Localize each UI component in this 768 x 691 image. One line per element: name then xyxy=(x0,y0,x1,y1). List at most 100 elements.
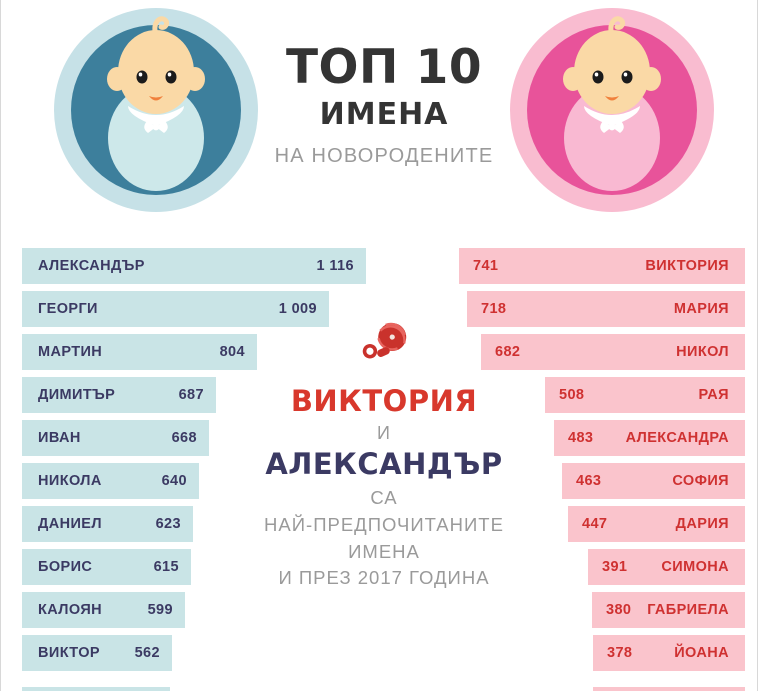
girl-name-value-7: 447 xyxy=(582,516,608,532)
baby-rattle-icon xyxy=(362,322,407,359)
girls-bar-cutoff xyxy=(593,687,745,691)
table-row: СИМОНА 391 xyxy=(440,549,768,585)
girl-name-value-6: 463 xyxy=(576,473,602,489)
girl-name-bar-2: МАРИЯ 718 xyxy=(467,291,745,327)
table-row: ВИКТОР 562 xyxy=(0,635,400,671)
title-subtitle: НА НОВОРОДЕНИТЕ xyxy=(274,144,494,167)
table-row: ЙОАНА 378 xyxy=(440,635,768,671)
girl-name-value-5: 483 xyxy=(568,430,594,446)
center-line-4: И ПРЕЗ 2017 ГОДИНА xyxy=(278,567,490,589)
boy-name-name-1: АЛЕКСАНДЪР xyxy=(38,258,145,274)
table-row: МАРИЯ 718 xyxy=(440,291,768,327)
boy-name-bar-5: ИВАН 668 xyxy=(22,420,209,456)
boy-name-value-1: 1 116 xyxy=(316,258,354,274)
table-row: АЛЕКСАНДРА 483 xyxy=(440,420,768,456)
title-mid: ИМЕНА xyxy=(319,97,449,132)
center-boy-name: АЛЕКСАНДЪР xyxy=(265,447,503,482)
center-conjunction: И xyxy=(377,423,391,444)
table-row: НИКОЛ 682 xyxy=(440,334,768,370)
table-row: ИВАН 668 xyxy=(0,420,400,456)
girl-name-value-10: 378 xyxy=(607,645,633,661)
boy-name-bar-4: ДИМИТЪР 687 xyxy=(22,377,216,413)
center-message: ВИКТОРИЯ И АЛЕКСАНДЪР СА НАЙ-ПРЕДПОЧИТАН… xyxy=(234,316,534,592)
boy-name-name-3: МАРТИН xyxy=(38,344,103,360)
boy-name-name-7: ДАНИЕЛ xyxy=(38,516,102,532)
girl-name-name-2: МАРИЯ xyxy=(673,301,729,317)
girl-name-bar-8: СИМОНА 391 xyxy=(588,549,745,585)
girl-name-name-9: ГАБРИЕЛА xyxy=(647,602,729,618)
table-row: ДИМИТЪР 687 xyxy=(0,377,400,413)
page-border-right xyxy=(757,0,758,691)
table-row: ВИКТОРИЯ 741 xyxy=(440,248,768,284)
girl-name-bar-9: ГАБРИЕЛА 380 xyxy=(592,592,745,628)
boy-name-name-4: ДИМИТЪР xyxy=(38,387,116,403)
boy-name-name-2: ГЕОРГИ xyxy=(38,301,98,317)
boys-bar-cutoff xyxy=(22,687,170,691)
boy-name-bar-9: КАЛОЯН 599 xyxy=(22,592,185,628)
table-row: БОРИС 615 xyxy=(0,549,400,585)
boy-name-bar-7: ДАНИЕЛ 623 xyxy=(22,506,193,542)
girl-name-value-1: 741 xyxy=(473,258,499,274)
girl-name-name-6: СОФИЯ xyxy=(672,473,729,489)
girl-name-bar-4: РАЯ 508 xyxy=(545,377,745,413)
girl-name-name-10: ЙОАНА xyxy=(674,645,729,661)
girl-name-bar-7: ДАРИЯ 447 xyxy=(568,506,745,542)
girl-name-name-5: АЛЕКСАНДРА xyxy=(625,430,729,446)
page-title: ТОП 10 ИМЕНА НА НОВОРОДЕНИТЕ xyxy=(250,44,518,169)
table-row: ДАРИЯ 447 xyxy=(440,506,768,542)
boy-name-value-3: 804 xyxy=(219,344,245,360)
center-line-1: СА xyxy=(370,486,398,508)
boy-name-name-6: НИКОЛА xyxy=(38,473,102,489)
girl-name-value-4: 508 xyxy=(559,387,585,403)
girl-name-bar-1: ВИКТОРИЯ 741 xyxy=(459,248,745,284)
girl-name-name-1: ВИКТОРИЯ xyxy=(645,258,729,274)
names-chart: АЛЕКСАНДЪР 1 116 ГЕОРГИ 1 009 МАРТИН 804 ДИМИТ… xyxy=(0,240,768,691)
girl-name-value-3: 682 xyxy=(495,344,521,360)
table-row: КАЛОЯН 599 xyxy=(0,592,400,628)
baby-boy-icon xyxy=(52,6,260,214)
table-row: МАРТИН 804 xyxy=(0,334,400,370)
table-row: НИКОЛА 640 xyxy=(0,463,400,499)
boy-name-value-7: 623 xyxy=(155,516,181,532)
boy-name-bar-2: ГЕОРГИ 1 009 xyxy=(22,291,329,327)
table-row: ГАБРИЕЛА 380 xyxy=(440,592,768,628)
header: ТОП 10 ИМЕНА НА НОВОРОДЕНИТЕ xyxy=(0,0,768,222)
table-row: ГЕОРГИ 1 009 xyxy=(0,291,400,327)
girl-name-value-2: 718 xyxy=(481,301,507,317)
title-top: ТОП 10 xyxy=(285,40,483,95)
boy-name-value-10: 562 xyxy=(134,645,160,661)
boy-name-name-5: ИВАН xyxy=(38,430,81,446)
girl-name-name-8: СИМОНА xyxy=(661,559,729,575)
center-girl-name: ВИКТОРИЯ xyxy=(290,384,478,418)
girl-name-name-4: РАЯ xyxy=(698,387,729,403)
page-border-left xyxy=(0,0,1,691)
boy-name-name-9: КАЛОЯН xyxy=(38,602,103,618)
boy-name-bar-3: МАРТИН 804 xyxy=(22,334,257,370)
boy-name-value-8: 615 xyxy=(153,559,179,575)
table-row: СОФИЯ 463 xyxy=(440,463,768,499)
table-row: РАЯ 508 xyxy=(440,377,768,413)
girl-name-bar-3: НИКОЛ 682 xyxy=(481,334,745,370)
girl-name-value-9: 380 xyxy=(606,602,632,618)
girl-name-bar-6: СОФИЯ 463 xyxy=(562,463,745,499)
boy-name-value-2: 1 009 xyxy=(278,301,317,317)
boy-name-bar-1: АЛЕКСАНДЪР 1 116 xyxy=(22,248,366,284)
boy-name-value-4: 687 xyxy=(178,387,204,403)
boy-name-bar-10: ВИКТОР 562 xyxy=(22,635,172,671)
center-line-2: НАЙ-ПРЕДПОЧИТАНИТЕ xyxy=(264,513,504,535)
center-line-3: ИМЕНА xyxy=(348,540,420,562)
girl-name-name-7: ДАРИЯ xyxy=(675,516,729,532)
girl-name-bar-10: ЙОАНА 378 xyxy=(593,635,745,671)
boy-name-name-8: БОРИС xyxy=(38,559,93,575)
boy-name-bar-8: БОРИС 615 xyxy=(22,549,191,585)
table-row: АЛЕКСАНДЪР 1 116 xyxy=(0,248,400,284)
boy-name-value-5: 668 xyxy=(171,430,197,446)
boy-name-name-10: ВИКТОР xyxy=(38,645,100,661)
boy-name-bar-6: НИКОЛА 640 xyxy=(22,463,199,499)
boy-name-value-6: 640 xyxy=(161,473,187,489)
baby-girl-icon xyxy=(508,6,716,214)
girl-name-bar-5: АЛЕКСАНДРА 483 xyxy=(554,420,745,456)
girl-name-name-3: НИКОЛ xyxy=(676,344,729,360)
boy-name-value-9: 599 xyxy=(147,602,173,618)
